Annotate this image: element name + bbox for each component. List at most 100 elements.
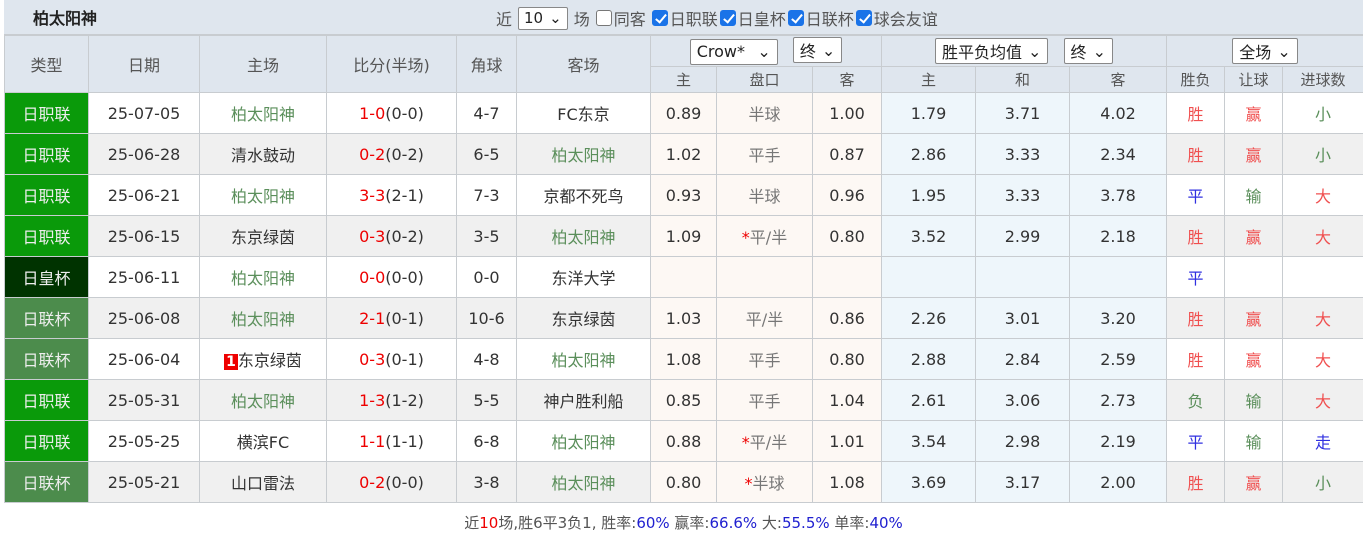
home-team-name[interactable]: 柏太阳神 (230, 105, 295, 124)
away-team[interactable]: FC东京 (516, 92, 651, 134)
euro-draw-odds: 3.01 (975, 297, 1070, 339)
chevron-down-icon: ⌄ (1277, 41, 1291, 61)
home-team-name[interactable]: 柏太阳神 (230, 187, 295, 206)
home-team[interactable]: 柏太阳神 (199, 379, 327, 421)
home-team-name[interactable]: 柏太阳神 (230, 269, 295, 288)
home-team[interactable]: 柏太阳神 (199, 256, 327, 298)
league-checkbox[interactable] (855, 10, 872, 26)
table-row: 日联杯 25-05-21 山口雷法 0-2(0-0) 3-8 柏太阳神 0.80 *半球 1.0… (4, 461, 1363, 503)
goals-result (1282, 256, 1363, 298)
away-team[interactable]: 神户胜利船 (516, 379, 651, 421)
odd-rate: 40% (869, 514, 903, 532)
asian-home-odds: 1.03 (650, 297, 717, 339)
full-time-score: 0-3 (359, 349, 386, 369)
goals-result: 小 (1282, 92, 1363, 134)
asian-home-odds: 0.85 (650, 379, 717, 421)
handicap-value: 半球 (748, 187, 781, 206)
handicap-line: *平/半 (716, 215, 813, 257)
asian-away-odds (812, 256, 882, 298)
euro-type-select[interactable]: 胜平负均值 ⌄ (935, 38, 1049, 64)
league-checkbox[interactable] (719, 10, 736, 26)
handicap-result: 赢 (1224, 338, 1284, 380)
away-team[interactable]: 东京绿茵 (516, 297, 651, 339)
header-home: 主场 (199, 35, 327, 93)
handicap-result: 输 (1224, 174, 1284, 216)
home-team-name[interactable]: 清水鼓动 (230, 146, 295, 165)
away-team[interactable]: 京都不死鸟 (516, 174, 651, 216)
summary-text: 单率: (829, 514, 870, 532)
handicap-value: 平/半 (745, 310, 784, 329)
half-time-score: (0-2) (385, 226, 424, 246)
league-checkbox[interactable] (787, 10, 804, 26)
handicap-result: 赢 (1224, 133, 1284, 175)
asian-home-odds: 0.93 (650, 174, 717, 216)
match-type: 日职联 (4, 174, 89, 216)
company-select[interactable]: Crow* ⌄ (689, 38, 778, 65)
handicap-value: 平/半 (749, 433, 788, 452)
away-team[interactable]: 柏太阳神 (516, 215, 651, 257)
euro-draw-odds: 2.98 (975, 420, 1070, 462)
goals-result: 大 (1282, 215, 1363, 257)
over-rate: 55.5% (781, 514, 830, 532)
handicap-line: 半球 (716, 92, 813, 134)
away-team[interactable]: 柏太阳神 (516, 420, 651, 462)
match-type: 日职联 (4, 133, 89, 175)
match-result: 平 (1166, 420, 1226, 462)
half-time-score: (0-0) (385, 472, 424, 492)
match-count-value: 10 (524, 9, 544, 27)
half-time-score: (0-1) (385, 349, 424, 369)
table-row: 日职联 25-06-28 清水鼓动 0-2(0-2) 6-5 柏太阳神 1.02 平手 0.87… (4, 133, 1363, 175)
home-team-name[interactable]: 山口雷法 (230, 474, 295, 493)
home-team-name[interactable]: 横滨FC (236, 433, 290, 452)
asian-away-odds: 1.04 (812, 379, 882, 421)
league-checkbox[interactable] (651, 10, 668, 26)
match-count-select[interactable]: 10 ⌄ (518, 6, 568, 30)
score: 1-0(0-0) (326, 92, 457, 134)
euro-away-odds (1068, 256, 1168, 298)
home-team[interactable]: 山口雷法 (199, 461, 327, 503)
away-team[interactable]: 柏太阳神 (516, 133, 651, 175)
handicap-line: *平/半 (716, 420, 813, 462)
filters: 近 10 ⌄ 场 同客 日职联 日皇杯 日联杯 球会友谊 (496, 6, 938, 30)
match-date: 25-06-11 (88, 256, 200, 298)
subheader-cell: 盘口 (716, 66, 813, 93)
full-time-score: 0-3 (359, 226, 386, 246)
home-team-name[interactable]: 东京绿茵 (230, 228, 295, 247)
euro-away-odds: 4.02 (1068, 92, 1168, 134)
handicap-line: 平手 (716, 338, 813, 380)
home-team[interactable]: 柏太阳神 (199, 174, 327, 216)
near-label: 近 (496, 10, 513, 29)
subheader-cell: 进球数 (1282, 66, 1363, 93)
home-team[interactable]: 柏太阳神 (199, 297, 327, 339)
euro-home-odds: 2.26 (881, 297, 976, 339)
euro-home-odds: 3.52 (881, 215, 976, 257)
home-team-name[interactable]: 柏太阳神 (230, 392, 295, 411)
away-team[interactable]: 东洋大学 (516, 256, 651, 298)
subheader-cell: 和 (975, 66, 1070, 93)
half-time-score: (1-2) (385, 390, 424, 410)
home-team[interactable]: 1 东京绿茵 (199, 338, 327, 380)
home-team[interactable]: 横滨FC (199, 420, 327, 462)
home-team-name[interactable]: 东京绿茵 (237, 351, 302, 370)
home-team-name[interactable]: 柏太阳神 (230, 310, 295, 329)
handicap-line: 平手 (716, 133, 813, 175)
home-team[interactable]: 柏太阳神 (199, 92, 327, 134)
away-team[interactable]: 柏太阳神 (516, 338, 651, 380)
handicap-value: 半球 (748, 105, 781, 124)
full-time-score: 0-2 (359, 144, 386, 164)
asian-stage-select[interactable]: 终 ⌄ (792, 37, 843, 64)
same-host-checkbox[interactable] (595, 10, 612, 26)
league-label: 日职联 (669, 10, 718, 29)
score: 1-1(1-1) (326, 420, 457, 462)
euro-stage-select[interactable]: 终 ⌄ (1063, 38, 1113, 64)
corners: 6-5 (456, 133, 517, 175)
league-filters: 日职联 日皇杯 日联杯 球会友谊 (650, 6, 938, 30)
asian-away-odds: 0.80 (812, 338, 882, 380)
euro-home-odds: 1.95 (881, 174, 976, 216)
handicap-result: 赢 (1224, 297, 1284, 339)
home-team[interactable]: 东京绿茵 (199, 215, 327, 257)
match-result: 胜 (1166, 297, 1226, 339)
home-team[interactable]: 清水鼓动 (199, 133, 327, 175)
period-select[interactable]: 全场 ⌄ (1232, 38, 1298, 64)
away-team[interactable]: 柏太阳神 (516, 461, 651, 503)
